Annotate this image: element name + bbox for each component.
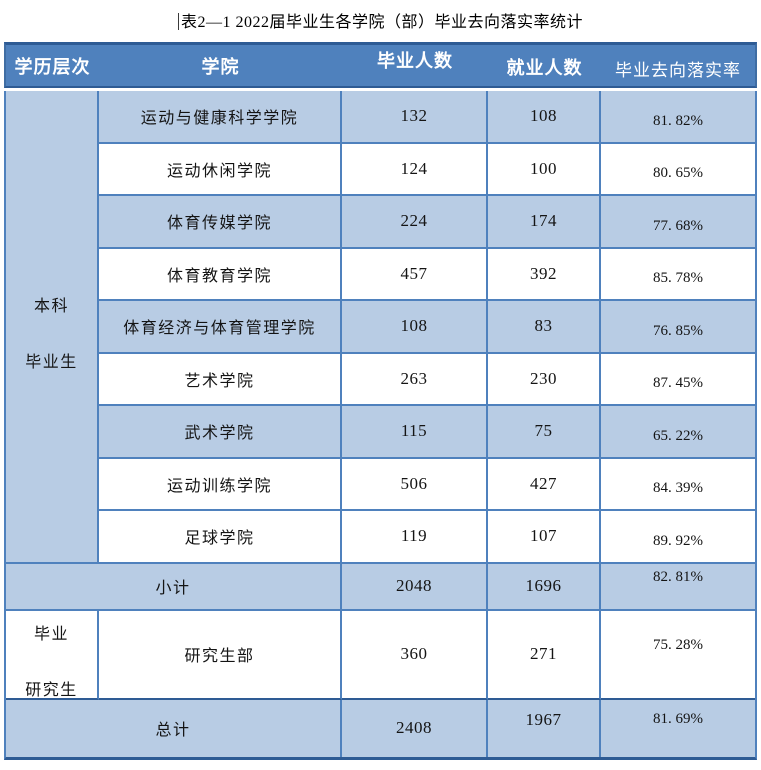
graduates-cell: 360 bbox=[342, 610, 488, 700]
level-cell-postgraduate: 毕业 研究生 bbox=[6, 610, 99, 700]
header-employed: 就业人数 bbox=[506, 57, 583, 78]
employed-cell: 107 bbox=[488, 511, 601, 564]
rate-cell: 89. 92% bbox=[601, 511, 755, 564]
subtotal-label-cell: 小计 bbox=[6, 563, 342, 611]
college-cell: 足球学院 bbox=[99, 511, 342, 564]
level-line: 研究生 bbox=[25, 682, 78, 699]
header-level: 学历层次 bbox=[14, 56, 91, 77]
graduates-cell: 132 bbox=[342, 91, 488, 144]
employed-cell: 100 bbox=[488, 143, 601, 196]
header-college: 学院 bbox=[201, 56, 240, 77]
level-line: 毕业生 bbox=[25, 354, 78, 372]
table-title-row: 表2—1 2022届毕业生各学院（部）毕业去向落实率统计 bbox=[0, 8, 761, 32]
graduates-cell: 224 bbox=[342, 196, 488, 249]
total-rate-cell: 81. 69% bbox=[601, 699, 755, 757]
subtotal-employed-cell: 1696 bbox=[488, 563, 601, 611]
level-cell-undergraduate: 本科 毕业生 bbox=[6, 91, 99, 564]
employed-cell: 108 bbox=[488, 91, 601, 144]
college-cell: 武术学院 bbox=[99, 406, 342, 459]
level-line: 毕业 bbox=[33, 626, 69, 643]
table-body: 本科 毕业生 运动与健康科学学院 132 108 81. 82% 运动休闲学院 … bbox=[4, 91, 757, 760]
total-graduates-cell: 2408 bbox=[342, 699, 488, 757]
college-cell: 体育传媒学院 bbox=[99, 196, 342, 249]
header-rate: 毕业去向落实率 bbox=[615, 61, 741, 80]
table-title: 表2—1 2022届毕业生各学院（部）毕业去向落实率统计 bbox=[180, 14, 583, 31]
subtotal-rate-cell: 82. 81% bbox=[601, 563, 755, 611]
total-employed-cell: 1967 bbox=[488, 699, 601, 757]
level-line: 本科 bbox=[33, 298, 69, 316]
employed-cell: 174 bbox=[488, 196, 601, 249]
rate-cell: 77. 68% bbox=[601, 196, 755, 249]
college-cell: 研究生部 bbox=[99, 610, 342, 700]
rate-cell: 81. 82% bbox=[601, 91, 755, 144]
total-label-cell: 总计 bbox=[6, 699, 342, 757]
college-cell: 体育教育学院 bbox=[99, 248, 342, 301]
college-cell: 运动休闲学院 bbox=[99, 143, 342, 196]
header-graduates: 毕业人数 bbox=[377, 50, 453, 71]
rate-cell: 87. 45% bbox=[601, 354, 755, 406]
rate-cell: 85. 78% bbox=[601, 249, 755, 301]
table-header-row: 学历层次 学院 毕业人数 就业人数 毕业去向落实率 bbox=[4, 42, 757, 88]
rate-cell: 84. 39% bbox=[601, 459, 755, 511]
graduates-cell: 108 bbox=[342, 301, 488, 354]
employment-rate-table: 学历层次 学院 毕业人数 就业人数 毕业去向落实率 本科 毕业生 运动与健康科学… bbox=[4, 42, 757, 760]
graduates-cell: 263 bbox=[342, 353, 488, 406]
graduates-cell: 506 bbox=[342, 458, 488, 511]
graduates-cell: 115 bbox=[342, 406, 488, 459]
graduates-cell: 124 bbox=[342, 143, 488, 196]
rate-cell: 76. 85% bbox=[601, 301, 755, 354]
rate-cell: 75. 28% bbox=[601, 611, 755, 700]
employed-cell: 392 bbox=[488, 248, 601, 301]
employed-cell: 427 bbox=[488, 458, 601, 511]
college-cell: 体育经济与体育管理学院 bbox=[99, 301, 342, 354]
college-cell: 运动与健康科学学院 bbox=[99, 91, 342, 144]
college-cell: 运动训练学院 bbox=[99, 458, 342, 511]
college-cell: 艺术学院 bbox=[99, 353, 342, 406]
employed-cell: 230 bbox=[488, 353, 601, 406]
subtotal-graduates-cell: 2048 bbox=[342, 563, 488, 611]
graduates-cell: 119 bbox=[342, 511, 488, 564]
employed-cell: 83 bbox=[488, 301, 601, 354]
rate-cell: 65. 22% bbox=[601, 406, 755, 459]
rate-cell: 80. 65% bbox=[601, 144, 755, 196]
graduates-cell: 457 bbox=[342, 248, 488, 301]
employed-cell: 75 bbox=[488, 406, 601, 459]
employed-cell: 271 bbox=[488, 610, 601, 700]
text-cursor-caret bbox=[177, 13, 179, 30]
